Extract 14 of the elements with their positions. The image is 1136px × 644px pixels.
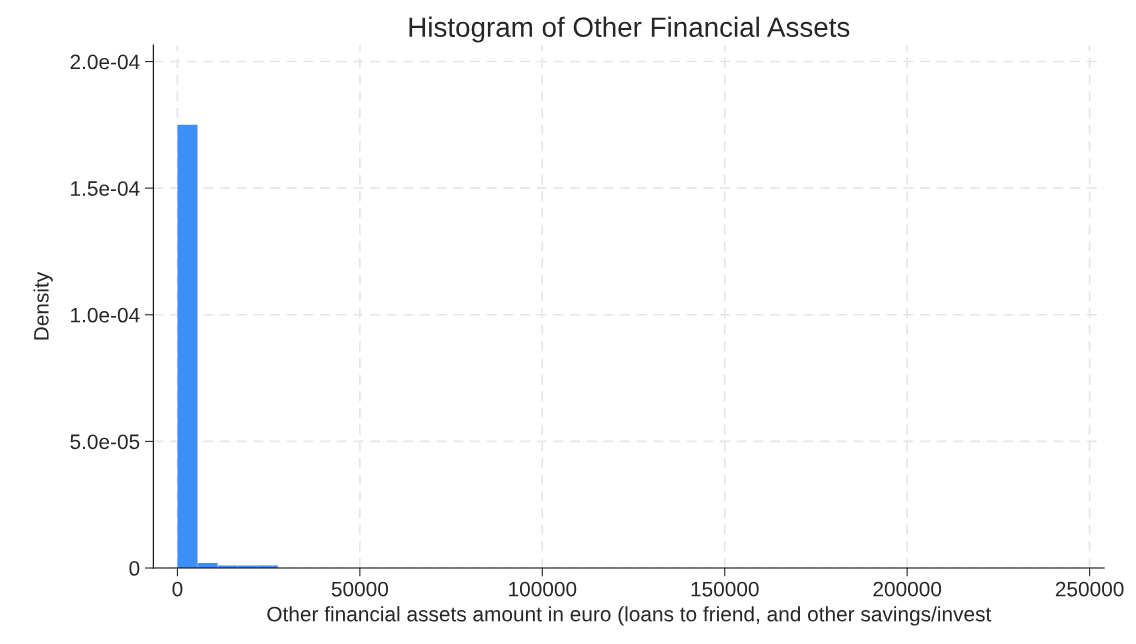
x-axis-title: Other financial assets amount in euro (loans to friend, and other savings/invest — [267, 606, 992, 626]
y-tick-label: 1.0e-04 — [71, 307, 140, 323]
y-tick-label: 5.0e-05 — [70, 434, 140, 450]
x-tick-label: 150000 — [691, 581, 759, 597]
y-tick-label: 2.0e-04 — [70, 54, 140, 70]
x-tick-label: 100000 — [509, 581, 577, 597]
x-tick-label: 0 — [172, 581, 183, 597]
x-tick-label: 250000 — [1055, 581, 1124, 597]
y-tick-label: 0 — [129, 561, 140, 576]
chart-title: Histogram of Other Financial Assets — [409, 16, 850, 43]
y-axis-title: Density — [33, 271, 53, 340]
x-tick-label: 200000 — [873, 581, 942, 597]
x-tick-label: 50000 — [331, 581, 389, 597]
y-tick-label: 1.5e-04 — [71, 181, 140, 196]
